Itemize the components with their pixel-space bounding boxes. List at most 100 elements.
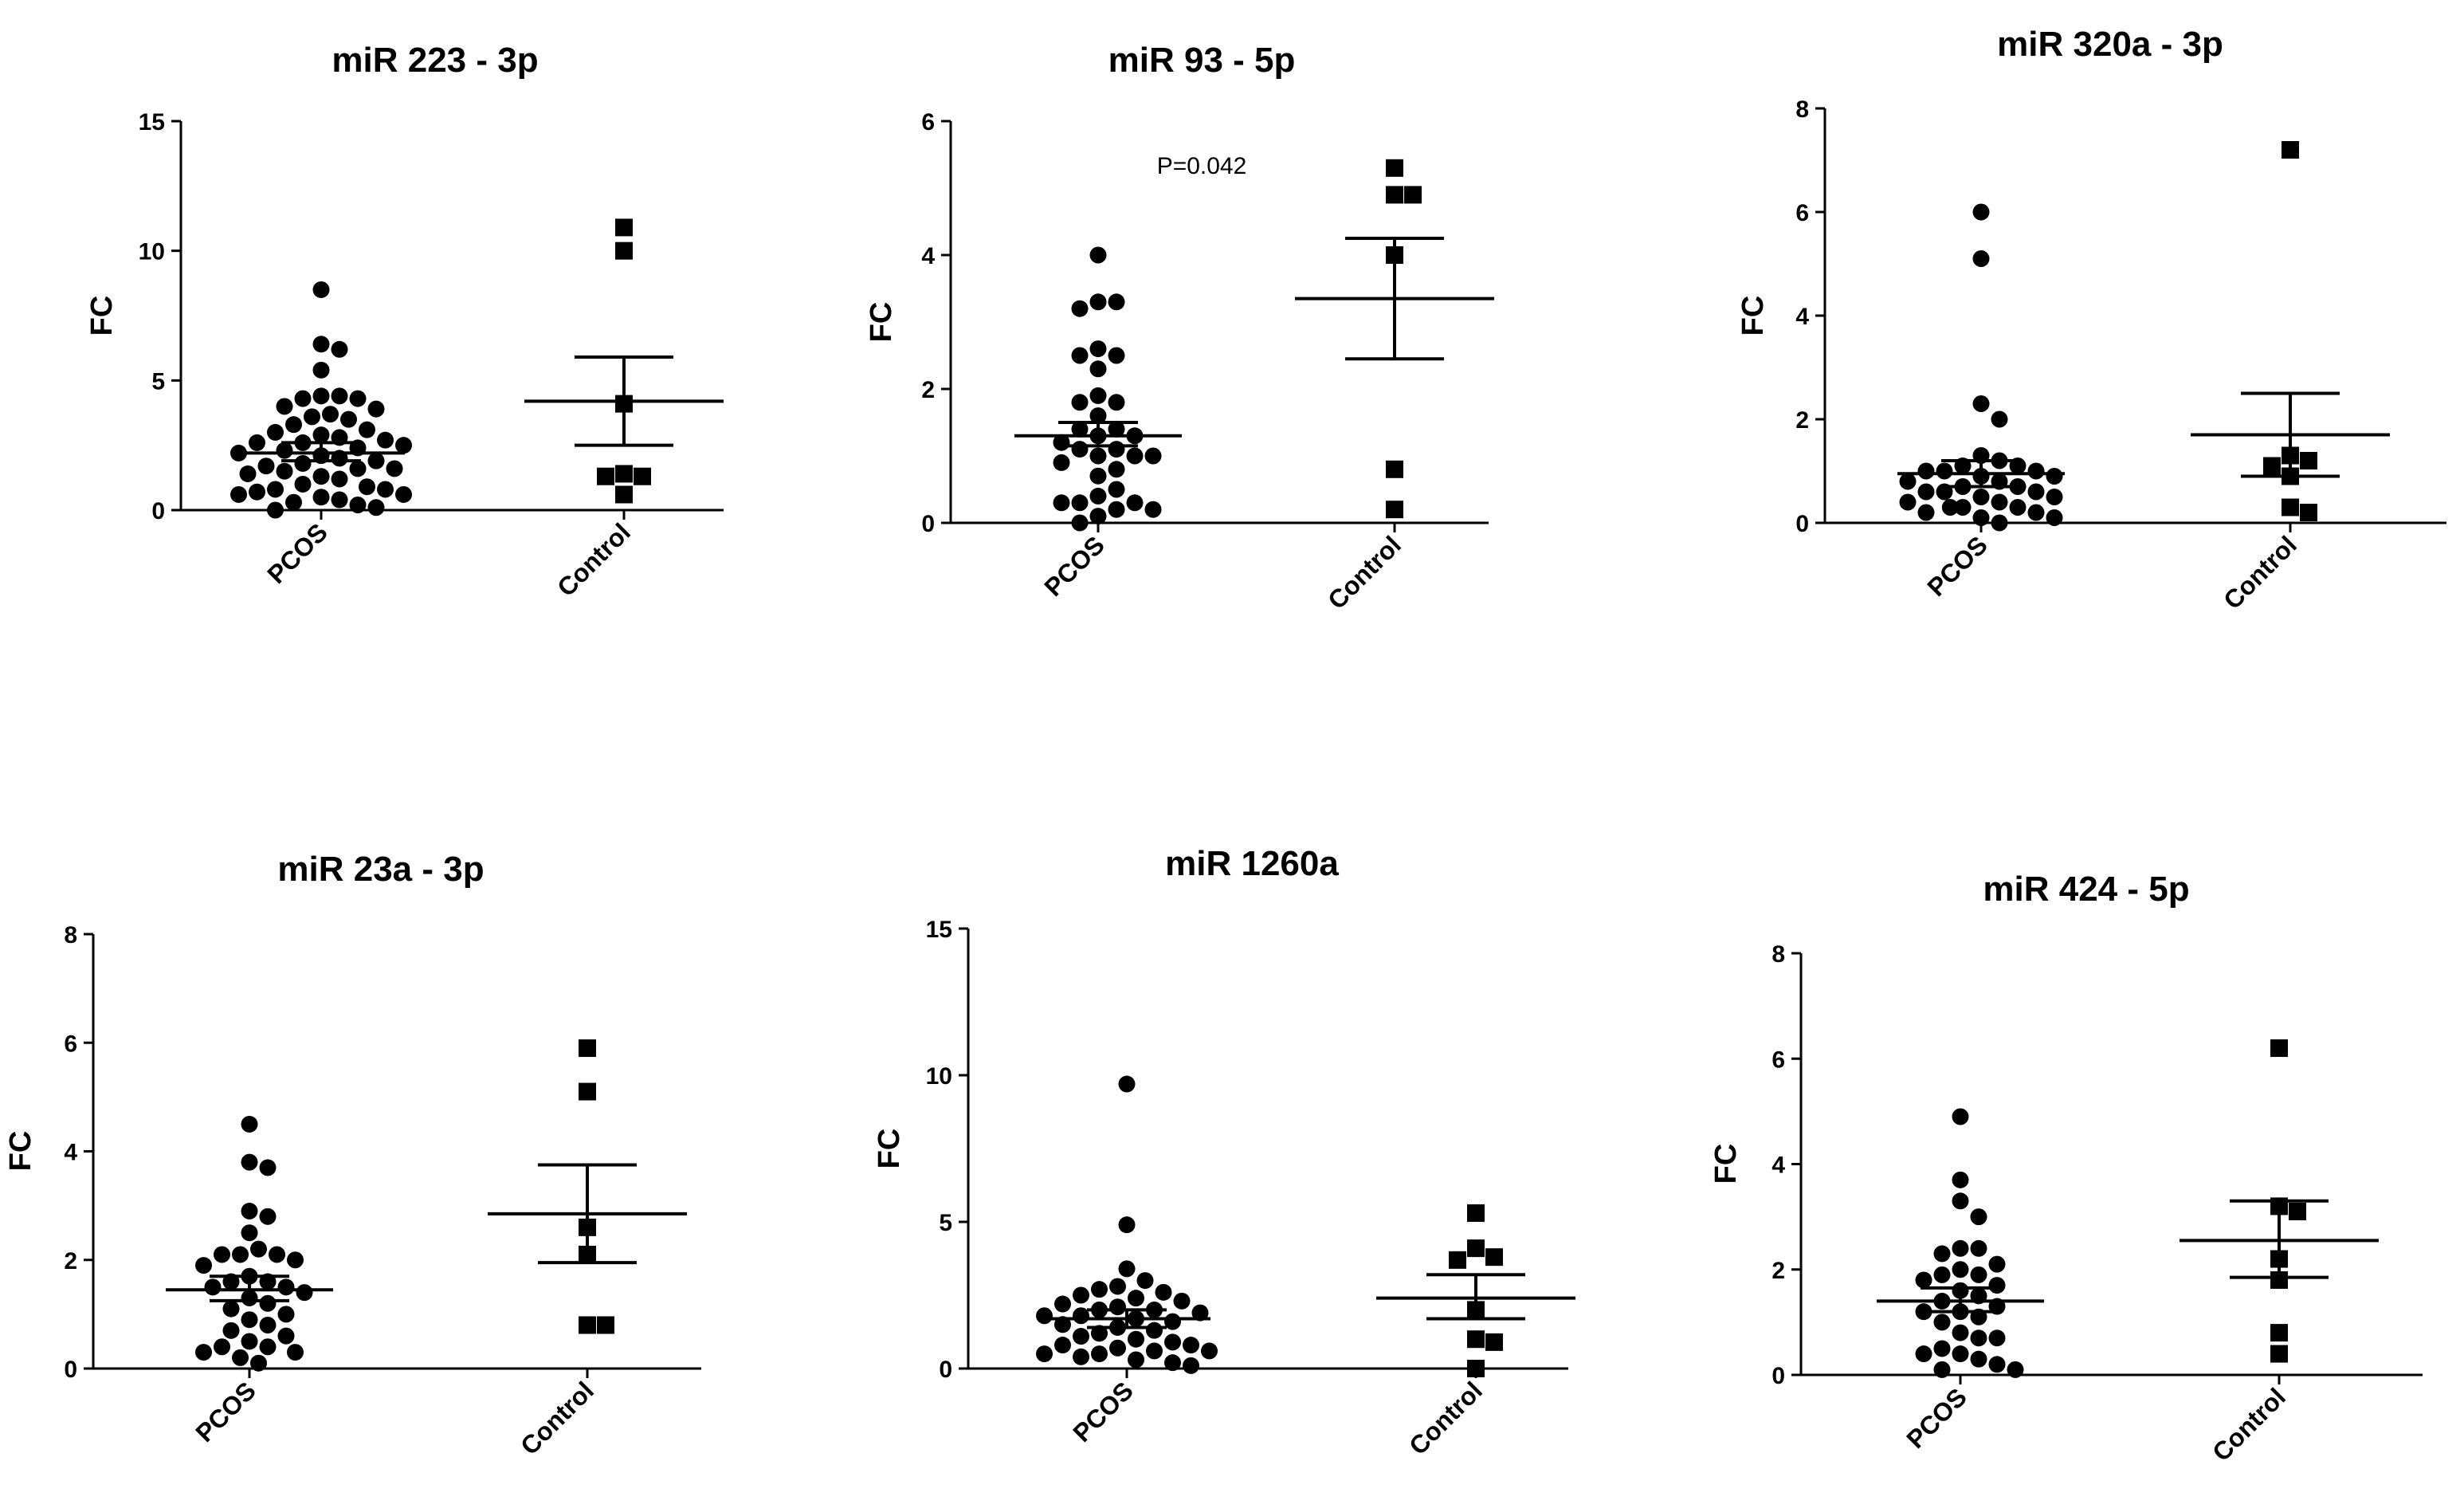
x-tick-label-control: Control xyxy=(551,517,636,602)
data-point-pcos xyxy=(1991,411,2008,428)
y-axis-label: FC xyxy=(873,1129,906,1169)
data-point-control xyxy=(2282,499,2299,516)
y-tick-label: 5 xyxy=(939,1210,952,1236)
data-point-pcos xyxy=(277,442,293,459)
y-tick-label: 0 xyxy=(939,1357,952,1383)
data-point-control xyxy=(1467,1204,1485,1222)
data-point-pcos xyxy=(313,489,330,505)
data-point-pcos xyxy=(350,460,367,477)
data-point-control xyxy=(597,1317,614,1334)
data-point-pcos xyxy=(1072,348,1089,364)
data-point-pcos xyxy=(1090,340,1107,357)
data-point-pcos xyxy=(1918,463,1935,480)
data-point-pcos xyxy=(359,422,375,438)
data-point-pcos xyxy=(1934,1267,1951,1283)
y-tick-label: 4 xyxy=(921,243,935,269)
data-point-pcos xyxy=(1108,461,1125,477)
data-point-pcos xyxy=(332,470,348,487)
data-point-control xyxy=(2270,1039,2288,1057)
data-point-pcos xyxy=(1973,489,1990,505)
data-point-pcos xyxy=(260,1317,277,1333)
data-point-pcos xyxy=(350,497,367,513)
data-point-pcos xyxy=(1934,1361,1951,1378)
data-point-pcos xyxy=(322,406,339,422)
data-point-pcos xyxy=(1054,1337,1071,1353)
data-point-pcos xyxy=(1053,454,1070,471)
data-point-pcos xyxy=(1108,394,1125,410)
data-point-pcos xyxy=(1108,501,1125,518)
data-point-pcos xyxy=(1054,1296,1071,1313)
data-point-control xyxy=(579,1083,596,1101)
data-point-pcos xyxy=(1971,1267,1987,1283)
data-point-control xyxy=(2270,1345,2288,1363)
data-point-pcos xyxy=(1916,1271,1932,1288)
data-point-pcos xyxy=(1109,1298,1126,1315)
y-tick-label: 6 xyxy=(1771,1047,1785,1073)
data-point-pcos xyxy=(359,478,375,495)
data-point-pcos xyxy=(287,1344,304,1361)
data-point-pcos xyxy=(1090,448,1107,465)
chart-title: miR 424 - 5p xyxy=(1983,870,2189,909)
data-point-pcos xyxy=(1109,1340,1126,1357)
data-point-pcos xyxy=(1072,394,1089,410)
y-tick-label: 15 xyxy=(926,917,952,943)
data-point-control xyxy=(1386,186,1403,203)
y-tick-label: 0 xyxy=(1795,511,1809,537)
y-axis-label: FC xyxy=(865,302,898,343)
data-point-pcos xyxy=(1155,1284,1172,1301)
data-point-control xyxy=(1467,1360,1485,1377)
data-point-pcos xyxy=(277,398,293,414)
y-tick-label: 4 xyxy=(64,1140,77,1166)
data-point-pcos xyxy=(205,1278,222,1295)
data-point-pcos xyxy=(1119,1260,1136,1277)
y-tick-label: 4 xyxy=(1771,1153,1785,1179)
y-tick-label: 0 xyxy=(1771,1363,1785,1389)
y-tick-label: 0 xyxy=(151,498,165,524)
y-axis-label: FC xyxy=(4,1131,37,1172)
data-point-pcos xyxy=(267,502,284,519)
data-point-pcos xyxy=(285,494,302,511)
data-point-pcos xyxy=(250,1241,267,1258)
y-tick-label: 6 xyxy=(921,109,935,135)
data-point-pcos xyxy=(1989,1277,2006,1294)
y-tick-label: 2 xyxy=(64,1248,77,1274)
data-point-pcos xyxy=(1971,1208,1987,1225)
chart-title: miR 223 - 3p xyxy=(332,41,538,80)
data-point-pcos xyxy=(1952,1325,1969,1341)
data-point-pcos xyxy=(1108,348,1125,364)
x-tick-label-control: Control xyxy=(1403,1376,1488,1460)
data-point-pcos xyxy=(2028,463,2045,480)
data-point-pcos xyxy=(1952,1192,1969,1209)
y-tick-label: 6 xyxy=(64,1031,77,1057)
x-tick-label-pcos: PCOS xyxy=(1038,530,1110,602)
data-point-pcos xyxy=(368,499,385,516)
data-point-pcos xyxy=(240,465,257,482)
chart-panel-5: miR 1260aFC051015PCOS Control xyxy=(873,844,1575,1460)
data-point-pcos xyxy=(377,481,394,497)
data-point-pcos xyxy=(1146,1322,1163,1339)
data-point-pcos xyxy=(2046,468,2063,485)
data-point-pcos xyxy=(1164,1314,1181,1330)
data-point-pcos xyxy=(260,1295,277,1312)
data-point-control xyxy=(2263,458,2281,475)
y-tick-label: 0 xyxy=(64,1357,77,1383)
data-point-pcos xyxy=(1073,1307,1089,1324)
data-point-pcos xyxy=(2046,489,2063,505)
data-point-pcos xyxy=(313,426,330,443)
data-point-pcos xyxy=(295,476,312,493)
data-point-pcos xyxy=(1991,515,2008,532)
data-point-pcos xyxy=(395,486,412,503)
x-tick-label-control: Control xyxy=(515,1376,599,1460)
data-point-pcos xyxy=(241,1154,258,1171)
data-point-pcos xyxy=(249,434,265,451)
data-point-pcos xyxy=(313,362,330,379)
data-point-pcos xyxy=(1090,247,1107,264)
data-point-pcos xyxy=(1090,293,1107,310)
data-point-pcos xyxy=(1916,1345,1932,1362)
data-point-control xyxy=(1404,186,1422,203)
data-point-pcos xyxy=(1952,1261,1969,1278)
data-point-pcos xyxy=(332,341,348,358)
data-point-control xyxy=(1467,1330,1485,1348)
x-tick-label-control: Control xyxy=(2207,1382,2291,1467)
data-point-control xyxy=(1449,1251,1466,1269)
